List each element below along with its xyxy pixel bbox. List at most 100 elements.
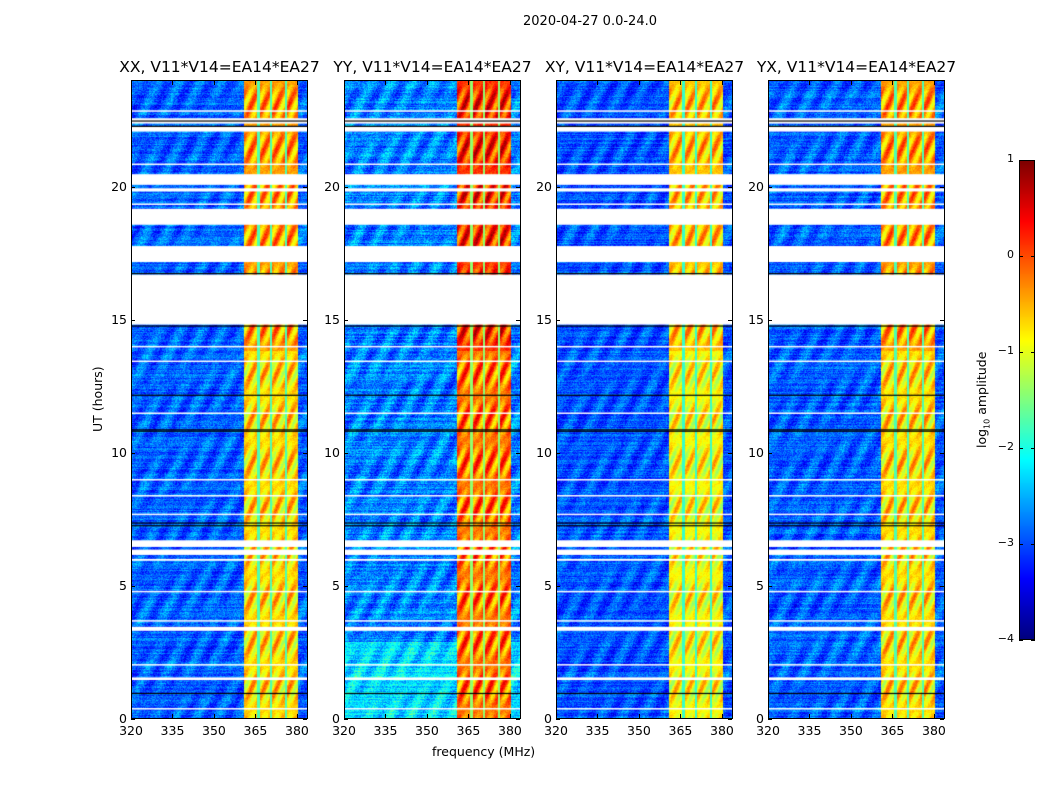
- x-tick-mark: [638, 81, 640, 85]
- x-tick-mark: [213, 81, 215, 85]
- y-tick-label: 15: [536, 311, 552, 327]
- heatmap-panel: [131, 80, 308, 719]
- x-tick-label: 365: [880, 723, 905, 738]
- y-tick-mark: [131, 452, 135, 454]
- panel-title: YY, V11*V14=EA14*EA27: [333, 58, 532, 76]
- y-tick-label: 10: [748, 444, 764, 460]
- y-tick-mark: [344, 319, 348, 321]
- x-tick-label: 320: [332, 723, 356, 738]
- y-tick-label: 20: [111, 178, 127, 194]
- y-tick-mark: [344, 585, 348, 587]
- y-tick-mark: [344, 452, 348, 454]
- x-tick-mark: [850, 81, 852, 85]
- x-tick-mark: [809, 81, 811, 85]
- x-tick-label: 365: [243, 723, 268, 738]
- y-tick-mark: [768, 319, 772, 321]
- y-tick-label: 10: [324, 444, 340, 460]
- x-tick-mark: [172, 81, 174, 85]
- y-tick-mark: [516, 186, 520, 188]
- colorbar-label-sub: 10: [982, 418, 992, 429]
- y-tick-mark: [303, 585, 307, 587]
- y-tick-label: 5: [756, 577, 764, 593]
- y-tick-mark: [728, 452, 732, 454]
- y-tick-mark: [768, 585, 772, 587]
- y-tick-mark: [344, 719, 348, 720]
- x-tick-mark: [385, 714, 387, 718]
- y-tick-mark: [940, 585, 944, 587]
- x-tick-label: 320: [544, 723, 568, 738]
- x-tick-mark: [933, 714, 935, 718]
- y-tick-mark: [940, 319, 944, 321]
- colorbar-tick-label: −2: [997, 440, 1014, 453]
- x-tick-label: 380: [285, 723, 309, 738]
- y-tick-mark: [768, 186, 772, 188]
- y-tick-mark: [556, 319, 560, 321]
- x-tick-mark: [597, 714, 599, 718]
- y-tick-mark: [131, 719, 135, 720]
- colorbar-tick-mark: [1031, 256, 1035, 257]
- y-axis-label: UT (hours): [90, 366, 105, 432]
- panel-title: YX, V11*V14=EA14*EA27: [756, 58, 957, 76]
- colorbar-tick-label: −3: [997, 536, 1014, 549]
- x-tick-mark: [509, 714, 511, 718]
- x-tick-mark: [768, 714, 769, 718]
- x-tick-label: 350: [415, 723, 439, 738]
- y-tick-label: 20: [536, 178, 552, 194]
- y-tick-mark: [131, 585, 135, 587]
- heatmap-panel: [344, 80, 521, 719]
- y-tick-mark: [303, 319, 307, 321]
- x-tick-mark: [556, 81, 557, 85]
- y-tick-mark: [303, 452, 307, 454]
- colorbar-tick-mark: [1031, 640, 1035, 641]
- colorbar-tick-mark: [1031, 448, 1035, 449]
- x-tick-mark: [426, 81, 428, 85]
- colorbar-label-rest: amplitude: [974, 351, 989, 419]
- y-tick-label: 20: [748, 178, 764, 194]
- x-tick-label: 380: [498, 723, 522, 738]
- x-tick-mark: [638, 714, 640, 718]
- x-tick-mark: [468, 81, 470, 85]
- colorbar-tick-mark: [1019, 448, 1023, 449]
- y-tick-mark: [556, 186, 560, 188]
- y-tick-mark: [344, 186, 348, 188]
- y-tick-mark: [516, 319, 520, 321]
- y-tick-mark: [131, 319, 135, 321]
- x-tick-mark: [468, 714, 470, 718]
- x-tick-mark: [809, 714, 811, 718]
- colorbar-tick-label: −1: [997, 344, 1014, 357]
- x-tick-label: 320: [119, 723, 143, 738]
- y-tick-label: 0: [332, 711, 340, 726]
- y-tick-label: 15: [111, 311, 127, 327]
- x-tick-mark: [131, 714, 132, 718]
- heatmap-panel: [556, 80, 733, 719]
- x-tick-label: 365: [456, 723, 481, 738]
- x-tick-mark: [344, 714, 345, 718]
- x-tick-mark: [385, 81, 387, 85]
- y-tick-mark: [516, 585, 520, 587]
- x-tick-mark: [597, 81, 599, 85]
- colorbar-tick-mark: [1031, 544, 1035, 545]
- y-tick-label: 10: [111, 444, 127, 460]
- x-tick-label: 350: [627, 723, 651, 738]
- y-tick-label: 20: [324, 178, 340, 194]
- x-tick-mark: [213, 714, 215, 718]
- y-tick-mark: [768, 719, 772, 720]
- y-tick-mark: [556, 452, 560, 454]
- y-tick-mark: [556, 719, 560, 720]
- colorbar-tick-mark: [1031, 352, 1035, 353]
- y-tick-mark: [556, 585, 560, 587]
- colorbar: [1019, 160, 1035, 640]
- x-tick-mark: [933, 81, 935, 85]
- heatmap-image: [769, 81, 944, 718]
- x-tick-mark: [131, 81, 132, 85]
- x-tick-label: 335: [797, 723, 822, 738]
- y-tick-mark: [940, 186, 944, 188]
- y-tick-label: 5: [119, 577, 127, 593]
- colorbar-tick-mark: [1019, 352, 1023, 353]
- colorbar-tick-mark: [1019, 640, 1023, 641]
- x-tick-mark: [892, 714, 894, 718]
- y-tick-mark: [728, 186, 732, 188]
- heatmap-image: [345, 81, 520, 718]
- x-tick-mark: [721, 714, 723, 718]
- y-tick-label: 5: [544, 577, 552, 593]
